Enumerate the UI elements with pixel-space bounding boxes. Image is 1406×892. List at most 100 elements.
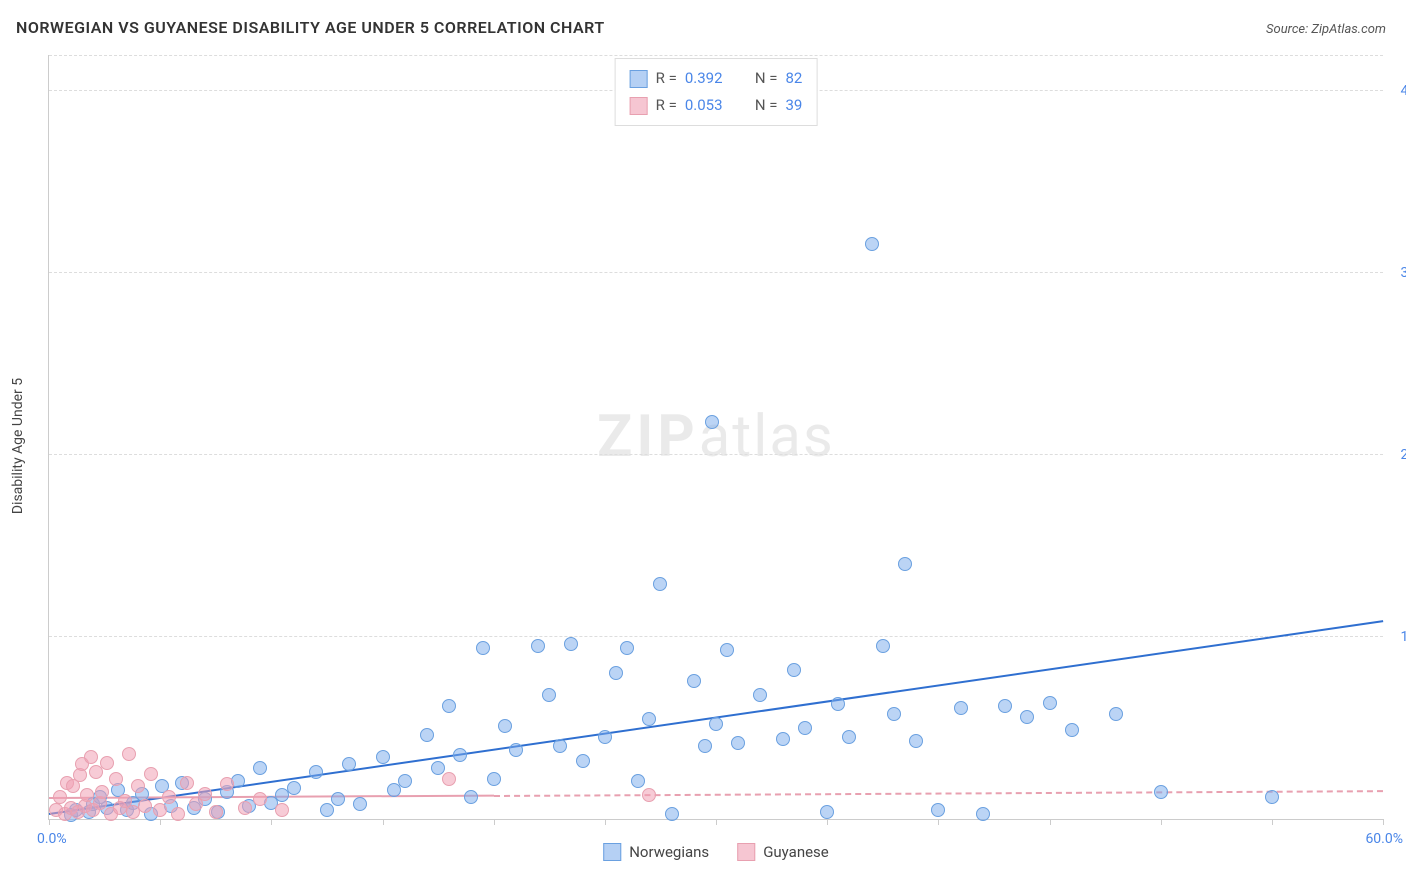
legend-r-label: R = [656,65,677,92]
data-point [376,750,390,764]
data-point [909,734,923,748]
x-tick [1050,819,1051,825]
data-point [309,765,323,779]
data-point [753,688,767,702]
data-point [787,663,801,677]
y-axis-label: Disability Age Under 5 [10,378,26,514]
x-tick [716,819,717,825]
data-point [705,415,719,429]
legend-label: Guyanese [763,843,829,861]
legend-n-value: 82 [785,65,802,92]
data-point [498,719,512,733]
data-point [531,639,545,653]
data-point [842,730,856,744]
data-point [509,743,523,757]
data-point [442,772,456,786]
data-point [731,736,745,750]
data-point [998,699,1012,713]
data-point [442,699,456,713]
data-point [687,674,701,688]
data-point [109,772,123,786]
data-point [576,754,590,768]
data-point [238,801,252,815]
data-point [287,781,301,795]
series-legend: NorwegiansGuyanese [603,843,829,861]
data-point [253,761,267,775]
data-point [698,739,712,753]
gridline [49,272,1383,273]
x-tick [605,819,606,825]
data-point [1065,723,1079,737]
data-point [653,577,667,591]
data-point [253,792,267,806]
x-tick [1383,819,1384,825]
data-point [420,728,434,742]
x-tick [494,819,495,825]
y-tick-label: 10.0% [1400,629,1406,645]
data-point [542,688,556,702]
data-point [553,739,567,753]
legend-n-value: 39 [785,92,802,119]
data-point [831,697,845,711]
gridline [49,55,1383,56]
plot-area: ZIPatlas R =0.392N =82R =0.053N =39 Norw… [48,55,1383,820]
x-tick [160,819,161,825]
gridline [49,454,1383,455]
x-tick [827,819,828,825]
data-point [162,790,176,804]
data-point [720,643,734,657]
data-point [642,712,656,726]
data-point [631,774,645,788]
data-point [487,772,501,786]
data-point [95,785,109,799]
data-point [100,756,114,770]
x-tick [271,819,272,825]
data-point [865,237,879,251]
data-point [1154,785,1168,799]
data-point [353,797,367,811]
data-point [976,807,990,821]
x-axis-max-label: 60.0% [1365,831,1403,847]
legend-r-value: 0.053 [685,92,737,119]
legend-swatch [630,97,648,115]
data-point [431,761,445,775]
legend-row: R = 0.392 N = 82 [630,65,803,92]
legend-n-label: N = [755,92,778,119]
data-point [464,790,478,804]
data-point [887,707,901,721]
data-point [320,803,334,817]
data-point [898,557,912,571]
data-point [198,787,212,801]
trend-line [494,790,1383,797]
legend-row: R = 0.053 N = 39 [630,92,803,119]
data-point [798,721,812,735]
data-point [1265,790,1279,804]
data-point [180,776,194,790]
legend-swatch [737,843,755,861]
data-point [820,805,834,819]
data-point [931,803,945,817]
legend-r-value: 0.392 [685,65,737,92]
x-tick [1272,819,1273,825]
legend-r-label: R = [656,92,677,119]
data-point [53,790,67,804]
data-point [620,641,634,655]
gridline [49,636,1383,637]
watermark-bold: ZIP [597,403,699,471]
data-point [598,730,612,744]
data-point [122,747,136,761]
data-point [709,717,723,731]
data-point [275,803,289,817]
y-tick-label: 40.0% [1400,83,1406,99]
data-point [564,637,578,651]
data-point [876,639,890,653]
data-point [1109,707,1123,721]
data-point [220,777,234,791]
legend-item: Guyanese [737,843,829,861]
x-tick [49,819,50,825]
data-point [209,805,223,819]
legend-n-label: N = [755,65,778,92]
watermark: ZIPatlas [597,403,835,471]
data-point [642,788,656,802]
data-point [84,750,98,764]
